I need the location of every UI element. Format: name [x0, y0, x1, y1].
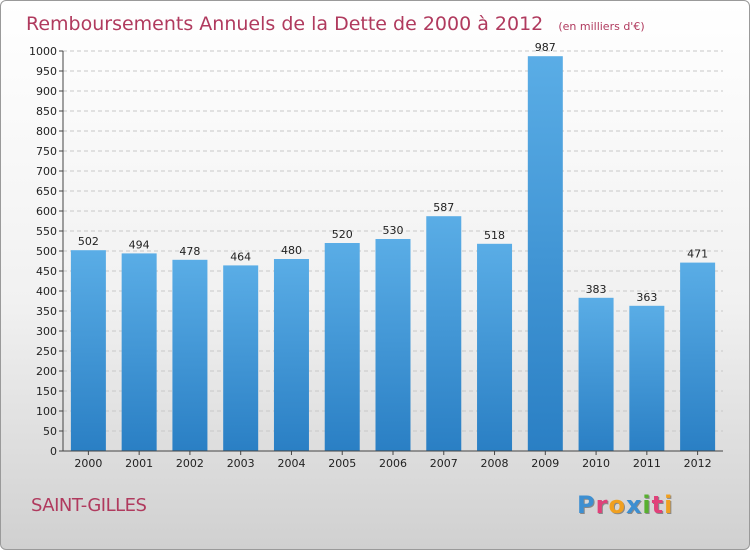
logo-letter: P	[577, 491, 596, 519]
x-tick-label: 2007	[430, 457, 458, 470]
chart-title-main: Remboursements Annuels de la Dette de 20…	[26, 13, 543, 35]
logo-letter: o	[608, 491, 626, 519]
y-tick-label: 50	[43, 425, 57, 438]
y-tick-label: 0	[50, 445, 57, 458]
bar-value-label: 587	[433, 201, 454, 214]
x-tick-label: 2006	[379, 457, 407, 470]
x-tick-label: 2011	[633, 457, 661, 470]
y-tick-label: 650	[36, 185, 57, 198]
y-tick-label: 350	[36, 305, 57, 318]
y-tick-label: 250	[36, 345, 57, 358]
x-tick-label: 2008	[481, 457, 509, 470]
bar-value-label: 502	[78, 235, 99, 248]
y-tick-label: 950	[36, 65, 57, 78]
bar-value-label: 518	[484, 229, 505, 242]
bar[interactable]	[426, 216, 462, 451]
bar[interactable]	[121, 253, 157, 451]
x-axis-ticks: 2000 2001 2002 2003 2004 2005 2006 2007 2008 2009…	[74, 451, 712, 470]
bar[interactable]	[477, 243, 513, 451]
x-tick-label: 2012	[684, 457, 712, 470]
y-tick-label: 300	[36, 325, 57, 338]
logo-letter: x	[625, 491, 643, 519]
bar-value-label: 987	[535, 41, 556, 54]
logo-letter: i	[642, 491, 652, 519]
chart-title-unit: (en milliers d'€)	[558, 20, 644, 33]
bars: 502 494 478 464 480 520 530 587 518 987 383 363 471	[70, 41, 716, 451]
bar-value-label: 520	[332, 228, 353, 241]
x-tick-label: 2000	[74, 457, 102, 470]
x-tick-label: 2004	[277, 457, 305, 470]
y-tick-label: 100	[36, 405, 57, 418]
bar[interactable]	[680, 262, 716, 451]
bar[interactable]	[527, 56, 563, 451]
bar-value-label: 464	[230, 250, 251, 263]
y-tick-label: 150	[36, 385, 57, 398]
bar[interactable]	[70, 250, 106, 451]
y-tick-label: 800	[36, 125, 57, 138]
bar-value-label: 471	[687, 248, 708, 261]
y-tick-label: 600	[36, 205, 57, 218]
y-tick-label: 850	[36, 105, 57, 118]
bar-value-label: 530	[383, 224, 404, 237]
bar-value-label: 363	[636, 291, 657, 304]
y-tick-label: 750	[36, 145, 57, 158]
y-tick-label: 550	[36, 225, 57, 238]
bar-value-label: 478	[179, 245, 200, 258]
y-axis-ticks: 0 50 100 150 200 250 300 350 400 450 500 550 600 650 7…	[29, 45, 63, 458]
bar[interactable]	[629, 305, 665, 451]
chart-title: Remboursements Annuels de la Dette de 20…	[26, 13, 645, 35]
x-tick-label: 2005	[328, 457, 356, 470]
logo-letter: i	[664, 491, 674, 519]
bar-value-label: 480	[281, 244, 302, 257]
y-tick-label: 400	[36, 285, 57, 298]
y-tick-label: 500	[36, 245, 57, 258]
x-tick-label: 2001	[125, 457, 153, 470]
y-tick-label: 450	[36, 265, 57, 278]
bar-value-label: 494	[129, 238, 150, 251]
logo-letter: r	[595, 491, 609, 519]
proxiti-logo[interactable]: Proxiti	[577, 491, 673, 519]
x-tick-label: 2003	[227, 457, 255, 470]
logo-letter: t	[651, 491, 665, 519]
bar[interactable]	[324, 243, 360, 451]
x-tick-label: 2002	[176, 457, 204, 470]
bar[interactable]	[223, 265, 259, 451]
bar-value-label: 383	[586, 283, 607, 296]
x-tick-label: 2010	[582, 457, 610, 470]
bar[interactable]	[273, 259, 309, 451]
y-tick-label: 200	[36, 365, 57, 378]
y-tick-label: 900	[36, 85, 57, 98]
bar[interactable]	[578, 297, 614, 451]
commune-name: SAINT-GILLES	[31, 495, 147, 516]
x-tick-label: 2009	[531, 457, 559, 470]
y-tick-label: 700	[36, 165, 57, 178]
y-tick-label: 1000	[29, 45, 57, 58]
bar[interactable]	[172, 259, 208, 451]
bar[interactable]	[375, 239, 411, 451]
